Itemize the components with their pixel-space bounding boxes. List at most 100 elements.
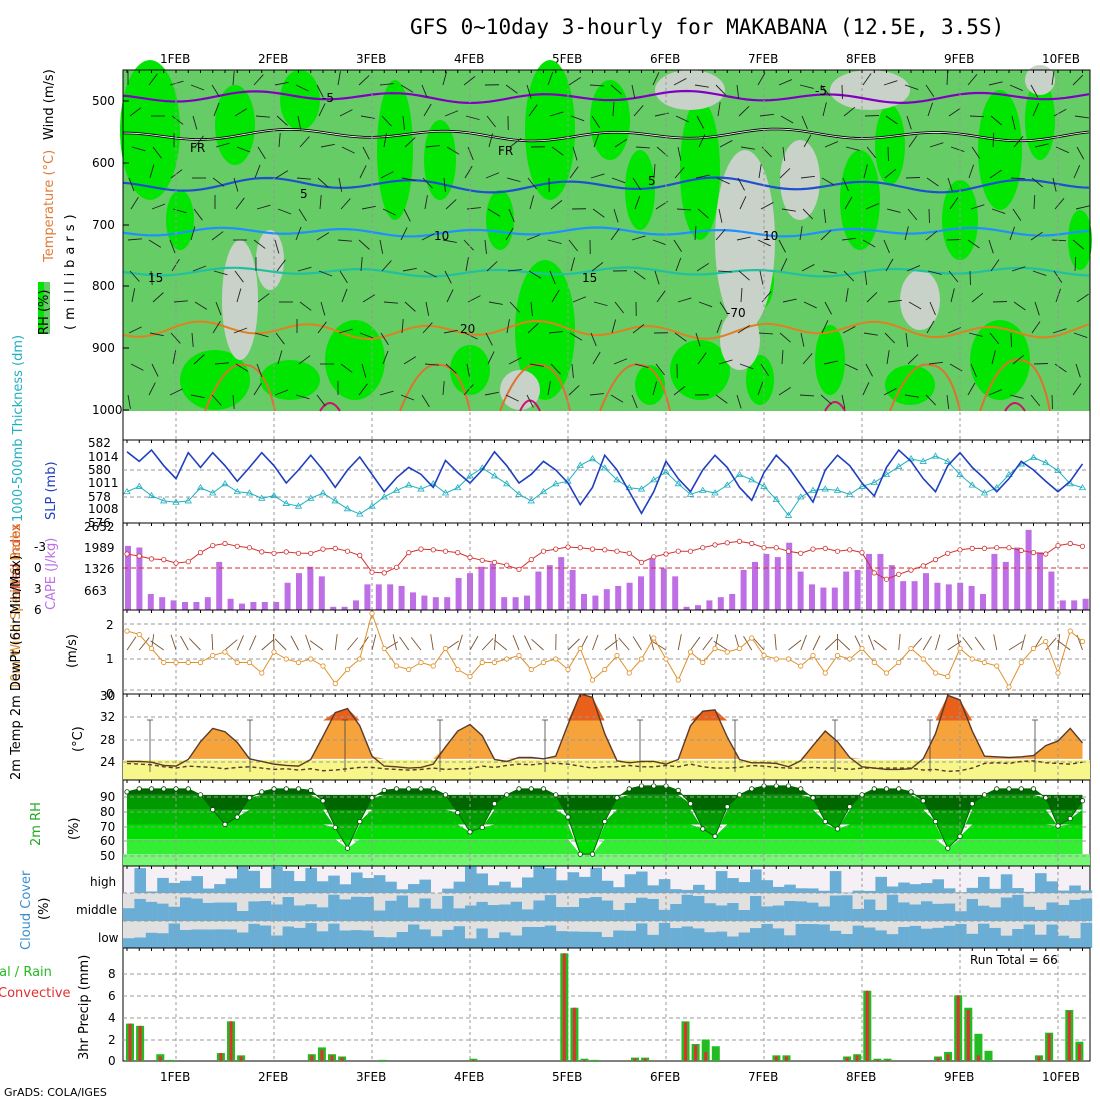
wind-barb xyxy=(801,264,815,272)
credit: GrADS: COLA/IGES xyxy=(4,1086,107,1099)
cloud-block xyxy=(191,898,203,921)
wind-barb xyxy=(550,363,561,375)
wind-barb xyxy=(488,133,494,148)
precip-total-bar xyxy=(701,1039,710,1061)
wind10-barb xyxy=(868,634,875,651)
cape-bar xyxy=(410,592,416,610)
cloud-block xyxy=(624,874,637,893)
wind-barb xyxy=(467,146,474,161)
cloud-block xyxy=(499,881,511,893)
cloud-block xyxy=(396,889,409,893)
thickness-point xyxy=(919,457,927,464)
cloud-clear xyxy=(123,921,135,939)
wind-barb xyxy=(822,270,837,274)
cloud-block xyxy=(453,881,466,893)
wind-barb xyxy=(466,363,471,378)
rh-point xyxy=(210,807,216,813)
wind10-barb xyxy=(512,634,520,651)
cloud-clear xyxy=(476,893,488,902)
cape-bar xyxy=(239,603,245,610)
wind-barb xyxy=(401,319,404,334)
li-point xyxy=(822,545,828,552)
thickness-point xyxy=(135,482,143,489)
cape-bar xyxy=(432,597,439,610)
wind-barb xyxy=(887,299,902,303)
wind-barb xyxy=(400,84,414,93)
wind10-barb xyxy=(652,641,667,651)
cloud-clear xyxy=(430,893,443,909)
wind-barb xyxy=(526,234,541,241)
cloud-block xyxy=(772,905,785,921)
wind-barb xyxy=(423,103,432,117)
wind-barb xyxy=(631,84,636,99)
wind10-point xyxy=(516,652,522,659)
wind-barb xyxy=(213,102,220,117)
cloud-block xyxy=(966,933,979,948)
precip-convective-label: Convective xyxy=(0,986,71,1001)
cloud-block xyxy=(294,881,306,893)
cape-axis-label: CAPE (J/kg) xyxy=(44,538,59,610)
precip-convective-bar xyxy=(310,1055,314,1061)
cloud-block xyxy=(978,905,990,921)
wind-barb xyxy=(379,239,384,254)
cloud-block xyxy=(271,935,283,948)
cloud-block xyxy=(704,932,716,948)
li-point xyxy=(393,564,400,570)
cloud-clear xyxy=(727,893,739,903)
thickness-point xyxy=(833,486,842,493)
cape-bar xyxy=(1002,561,1009,610)
cloud-block xyxy=(419,898,431,921)
thickness-point xyxy=(343,505,352,512)
cloud-block xyxy=(681,894,694,921)
wind-barb xyxy=(484,391,499,396)
wind-barb xyxy=(570,115,585,122)
li-point xyxy=(1055,542,1061,549)
wind10-axis-label: 10m Wind Speed & Barbs xyxy=(9,523,24,690)
wind-barb xyxy=(907,353,919,365)
rh-low-area xyxy=(780,140,820,220)
contour-label: 10 xyxy=(763,229,778,243)
wind10-point xyxy=(798,663,804,669)
cloud-clear xyxy=(818,893,830,907)
wind10-barb xyxy=(274,638,287,651)
wind10-barb xyxy=(371,634,377,651)
wind-barb xyxy=(992,132,995,148)
cloud-block xyxy=(601,900,614,921)
li-point xyxy=(295,550,302,556)
wind-barb xyxy=(634,195,641,210)
cape-bar xyxy=(227,598,234,610)
li-point xyxy=(222,540,228,547)
cloud-block xyxy=(225,878,238,893)
wind-barb xyxy=(698,301,713,308)
cape-bar xyxy=(991,553,998,610)
precip-convective-bar xyxy=(229,1021,233,1061)
cloud-block xyxy=(294,905,306,921)
date-label-top: 3FEB xyxy=(356,52,386,66)
cloud-block xyxy=(191,876,203,893)
wind-barb xyxy=(780,258,788,272)
wind-barb xyxy=(442,239,457,243)
wind-barb xyxy=(340,363,353,373)
wind-barb xyxy=(131,288,136,303)
wind10-point xyxy=(491,659,498,666)
cloud-block xyxy=(932,903,944,921)
wind-barb xyxy=(337,239,352,242)
cloud-block xyxy=(556,931,568,948)
wind-barb xyxy=(736,394,742,409)
cloud-block xyxy=(282,870,295,893)
wind-barb xyxy=(673,78,687,86)
rh-point xyxy=(834,826,841,832)
cloud-block xyxy=(476,873,488,893)
cloud-block xyxy=(453,926,466,948)
cloud-block xyxy=(396,895,409,921)
li-point xyxy=(124,551,130,557)
cloud-block xyxy=(168,923,181,948)
cape-bar xyxy=(934,582,941,610)
wind-barb xyxy=(1030,231,1043,241)
cloud-clear xyxy=(533,921,545,927)
cloud-block xyxy=(966,887,979,893)
cloud-clear xyxy=(886,921,899,935)
wind-barb xyxy=(232,394,235,409)
cloud-block xyxy=(248,901,260,921)
cloud-clear xyxy=(328,893,340,895)
